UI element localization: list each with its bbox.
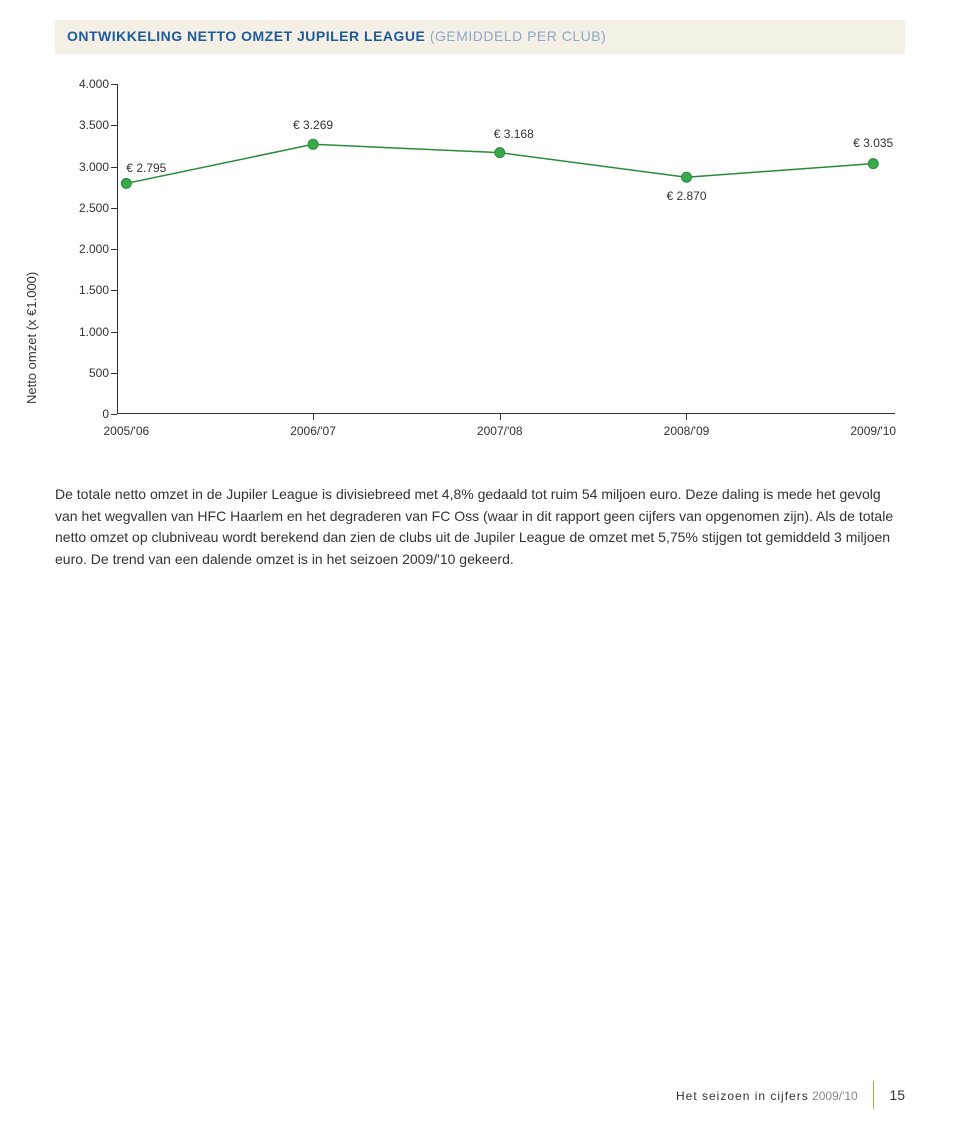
y-tick-mark bbox=[111, 84, 117, 85]
x-tick-label: 2006/'07 bbox=[290, 424, 336, 438]
y-tick-label: 2.500 bbox=[65, 201, 109, 215]
y-tick-mark bbox=[111, 290, 117, 291]
footer-title: Het seizoen in cijfers bbox=[676, 1089, 809, 1103]
chart-title-strong: ONTWIKKELING NETTO OMZET JUPILER LEAGUE bbox=[67, 28, 425, 44]
y-tick-mark bbox=[111, 249, 117, 250]
line-chart: Netto omzet (x €1.000) 05001.0001.5002.0… bbox=[65, 84, 895, 444]
data-point-label: € 3.168 bbox=[494, 127, 534, 149]
y-tick-label: 4.000 bbox=[65, 77, 109, 91]
x-tick-label: 2009/'10 bbox=[850, 424, 896, 438]
footer-separator bbox=[873, 1081, 874, 1109]
y-tick-label: 500 bbox=[65, 366, 109, 380]
data-point-label: € 3.269 bbox=[293, 118, 333, 140]
y-tick-mark bbox=[111, 125, 117, 126]
data-point-label: € 3.035 bbox=[853, 136, 893, 158]
y-tick-label: 1.000 bbox=[65, 325, 109, 339]
description-paragraph: De totale netto omzet in de Jupiler Leag… bbox=[55, 484, 905, 571]
y-tick-label: 3.000 bbox=[65, 160, 109, 174]
chart-title-sub: (GEMIDDELD PER CLUB) bbox=[430, 28, 606, 44]
y-tick-label: 0 bbox=[65, 407, 109, 421]
footer-year: 2009/'10 bbox=[812, 1089, 858, 1103]
page-footer: Het seizoen in cijfers 2009/'10 15 bbox=[676, 1083, 905, 1111]
y-tick-mark bbox=[111, 332, 117, 333]
y-tick-mark bbox=[111, 167, 117, 168]
x-tick-mark bbox=[686, 414, 687, 420]
footer-page: 15 bbox=[889, 1087, 905, 1103]
data-point-label: € 2.870 bbox=[666, 189, 706, 211]
y-tick-label: 2.000 bbox=[65, 242, 109, 256]
y-tick-label: 1.500 bbox=[65, 283, 109, 297]
x-tick-label: 2007/'08 bbox=[477, 424, 523, 438]
x-tick-label: 2008/'09 bbox=[664, 424, 710, 438]
y-tick-mark bbox=[111, 414, 117, 415]
x-tick-mark bbox=[500, 414, 501, 420]
y-axis-label: Netto omzet (x €1.000) bbox=[24, 272, 39, 404]
data-point-label: € 2.795 bbox=[126, 161, 166, 183]
y-tick-label: 3.500 bbox=[65, 118, 109, 132]
y-tick-mark bbox=[111, 208, 117, 209]
x-tick-label: 2005/'06 bbox=[103, 424, 149, 438]
chart-title-bar: ONTWIKKELING NETTO OMZET JUPILER LEAGUE … bbox=[55, 20, 905, 54]
x-tick-mark bbox=[313, 414, 314, 420]
y-tick-mark bbox=[111, 373, 117, 374]
